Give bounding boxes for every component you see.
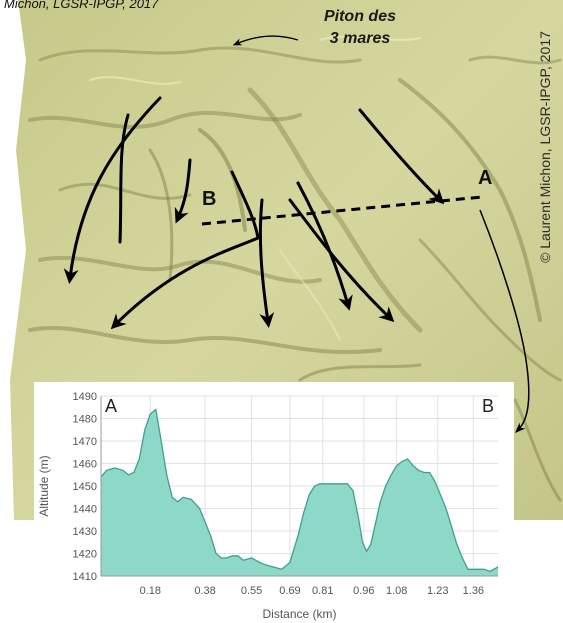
flow-arrow — [110, 170, 260, 330]
credit-text: Michon, LGSR-IPGP, 2017 — [4, 0, 159, 11]
x-tick-label: 0.38 — [194, 585, 215, 597]
x-tick-label: 0.96 — [353, 585, 374, 597]
x-tick-label: 0.81 — [312, 585, 333, 597]
y-tick-label: 1460 — [73, 459, 97, 471]
y-tick-label: 1430 — [73, 526, 97, 538]
y-axis-title: Altitude (m) — [37, 455, 51, 516]
x-tick-label: 1.08 — [386, 585, 407, 597]
altitude-profile-chart: 1410 1420 1430 1440 1450 1460 1470 1480 1490 0.18… — [34, 382, 514, 623]
peak-label: Piton des 3 mares — [300, 6, 420, 50]
peak-pointer-arrow — [232, 35, 299, 46]
peak-label-line2: 3 mares — [329, 30, 391, 47]
flow-arrow — [63, 96, 162, 284]
flow-arrow — [358, 108, 445, 205]
profile-line-series — [100, 408, 499, 573]
y-tick-label: 1420 — [73, 549, 97, 561]
map-label-a: A — [478, 167, 493, 189]
relief-shading — [28, 35, 562, 502]
peak-label-line1: Piton des — [323, 8, 396, 25]
x-tick-label: 1.23 — [427, 585, 448, 597]
x-tick-label: 1.36 — [463, 585, 484, 597]
profile-svg: 1410 1420 1430 1440 1450 1460 1470 1480 1490 0.18… — [37, 391, 499, 621]
map-label-b: B — [202, 188, 217, 210]
y-tick-label: 1440 — [73, 504, 97, 516]
x-axis-title: Distance (km) — [262, 607, 336, 621]
y-tick-label: 1470 — [73, 436, 97, 448]
profile-pointer-arrow — [479, 209, 530, 433]
profile-label-b: B — [482, 396, 494, 416]
flow-arrow — [174, 158, 192, 224]
x-tick-label: 0.69 — [279, 585, 300, 597]
profile-line — [201, 195, 483, 226]
flow-arrow — [118, 113, 130, 244]
y-tick-label: 1450 — [73, 481, 97, 493]
copyright-label: © Laurent Michon, LGSR-IPGP, 2017 — [537, 30, 553, 263]
y-tick-label: 1410 — [73, 571, 97, 583]
x-tick-label: 0.18 — [140, 585, 161, 597]
y-tick-label: 1480 — [73, 414, 97, 426]
profile-area — [101, 409, 498, 576]
copyright-text: © Laurent Michon, LGSR-IPGP, 2017 — [534, 14, 556, 279]
x-tick-label: 0.55 — [241, 585, 262, 597]
flow-arrow — [258, 198, 275, 328]
flow-arrow — [296, 181, 353, 311]
y-tick-label: 1490 — [73, 391, 97, 403]
profile-label-a: A — [105, 396, 117, 416]
